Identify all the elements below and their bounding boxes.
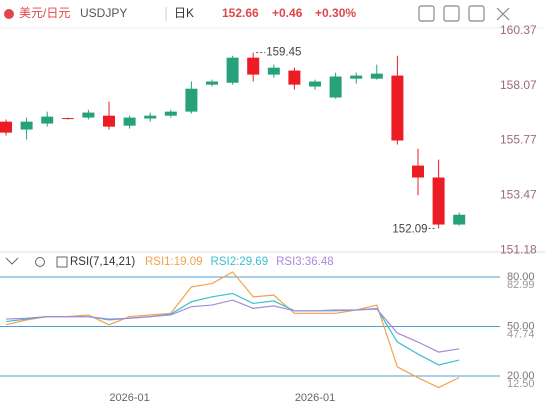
period[interactable]: 日K: [174, 6, 194, 20]
candle-body: [206, 81, 218, 85]
max-label: 159.45: [266, 47, 301, 59]
candle-body: [103, 115, 115, 127]
legend-entry: RSI2:29.69: [211, 256, 269, 268]
rsi-line: [5, 292, 460, 366]
candle-body: [453, 214, 466, 225]
flag-icon: [4, 9, 14, 19]
symbol: USDJPY: [80, 6, 127, 20]
candle-body: [144, 115, 157, 119]
pair-name: 美元/日元: [19, 6, 70, 20]
x-tick-label: 2026-01: [295, 392, 335, 404]
legend-entry: RSI3:36.48: [276, 256, 334, 268]
candle-body: [350, 75, 363, 79]
axis-value: 12.50: [507, 378, 535, 390]
candle-body: [391, 75, 404, 141]
candle-body: [247, 57, 260, 75]
y-tick-label: 151.18: [500, 242, 537, 256]
candle-body: [288, 70, 301, 85]
tool-button[interactable]: [468, 5, 485, 22]
rsi-line: [5, 271, 460, 389]
close-button[interactable]: [496, 7, 510, 21]
candle-body: [41, 116, 54, 124]
candle-body: [20, 121, 33, 130]
rsi-line: [5, 299, 460, 353]
add-icon[interactable]: [56, 256, 68, 268]
x-tick-label: 2026-01: [109, 392, 149, 404]
tool-button[interactable]: [443, 5, 460, 22]
rsi-title: RSI(7,14,21): [70, 256, 135, 268]
change: +0.46: [272, 6, 303, 20]
y-tick-label: 50.00: [507, 320, 535, 332]
y-tick-label: 155.77: [500, 133, 537, 147]
y-tick-label: 20.00: [507, 370, 535, 382]
change-pct: +0.30%: [315, 6, 356, 20]
collapse-icon[interactable]: [5, 257, 19, 265]
axis-value: 82.99: [507, 279, 535, 291]
y-tick-label: 153.47: [500, 188, 537, 202]
y-tick-label: 158.07: [500, 78, 537, 92]
candle-body: [164, 111, 177, 116]
candle-body: [309, 81, 321, 87]
candle-body: [123, 117, 136, 126]
candle-body: [226, 57, 239, 83]
candle-body: [0, 121, 12, 133]
candle-body: [329, 76, 342, 98]
candle-body: [267, 67, 280, 75]
candle-body: [185, 88, 198, 112]
candle-body: [82, 112, 95, 118]
candle-body: [432, 177, 445, 225]
price: 152.66: [222, 6, 259, 20]
settings-icon[interactable]: [35, 257, 45, 267]
axis-value: 47.74: [507, 328, 535, 340]
min-label: 152.09: [392, 223, 427, 235]
candle-body: [61, 118, 74, 120]
candle-body: [412, 165, 424, 178]
legend-entry: RSI1:19.09: [145, 256, 203, 268]
y-tick-label: 160.37: [500, 23, 537, 37]
candle-body: [370, 73, 383, 79]
y-tick-label: 80.00: [507, 271, 535, 283]
tool-button[interactable]: [418, 5, 435, 22]
